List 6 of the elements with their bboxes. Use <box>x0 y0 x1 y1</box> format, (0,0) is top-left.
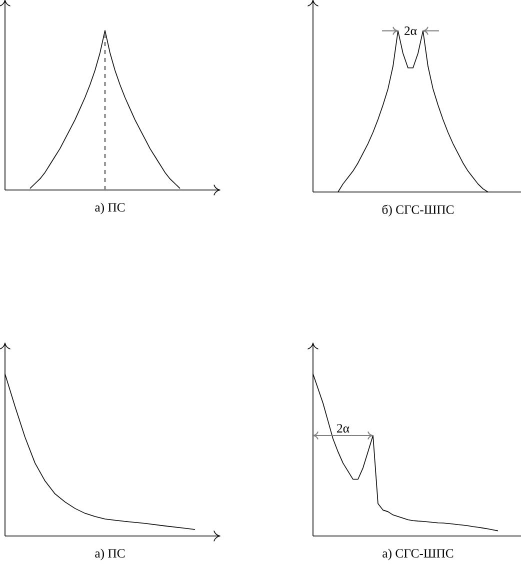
text: а) ПС <box>95 202 125 214</box>
text: а) СГС-ШПС <box>382 548 454 560</box>
annotation: 2α <box>404 26 417 36</box>
text: а) ПС <box>95 548 125 560</box>
text: б) СГС-ШПС <box>382 204 454 216</box>
annotation: 2α <box>337 424 350 433</box>
